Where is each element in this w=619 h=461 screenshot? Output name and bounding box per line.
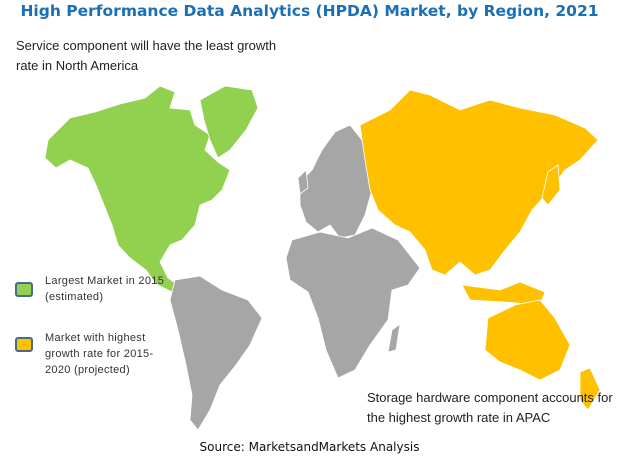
region-latin-america [169, 275, 263, 431]
region-north-america [44, 85, 231, 293]
region-southeast-asia [461, 281, 546, 306]
north-america-annotation: Service component will have the least gr… [16, 38, 277, 73]
region-europe [299, 124, 373, 239]
region-new-zealand [579, 367, 601, 411]
legend-swatch-highest-growth [15, 337, 33, 352]
region-australia [484, 299, 571, 381]
source-note: Source: MarketsandMarkets Analysis [199, 440, 420, 454]
map-title: High Performance Data Analytics (HPDA) M… [20, 2, 599, 20]
legend-label-largest-market: Largest Market in 2015 (estimated) [45, 275, 165, 303]
region-japan [541, 164, 561, 206]
legend-label-highest-growth: Market with highest growth rate for 2015… [45, 332, 154, 376]
legend-swatch-largest-market [15, 282, 33, 297]
region-apac [359, 89, 599, 276]
apac-annotation: Storage hardware component accounts for … [367, 390, 613, 425]
region-uk [297, 169, 309, 195]
region-madagascar [387, 323, 401, 353]
region-middle-east-africa [285, 227, 421, 379]
region-greenland [199, 85, 259, 159]
